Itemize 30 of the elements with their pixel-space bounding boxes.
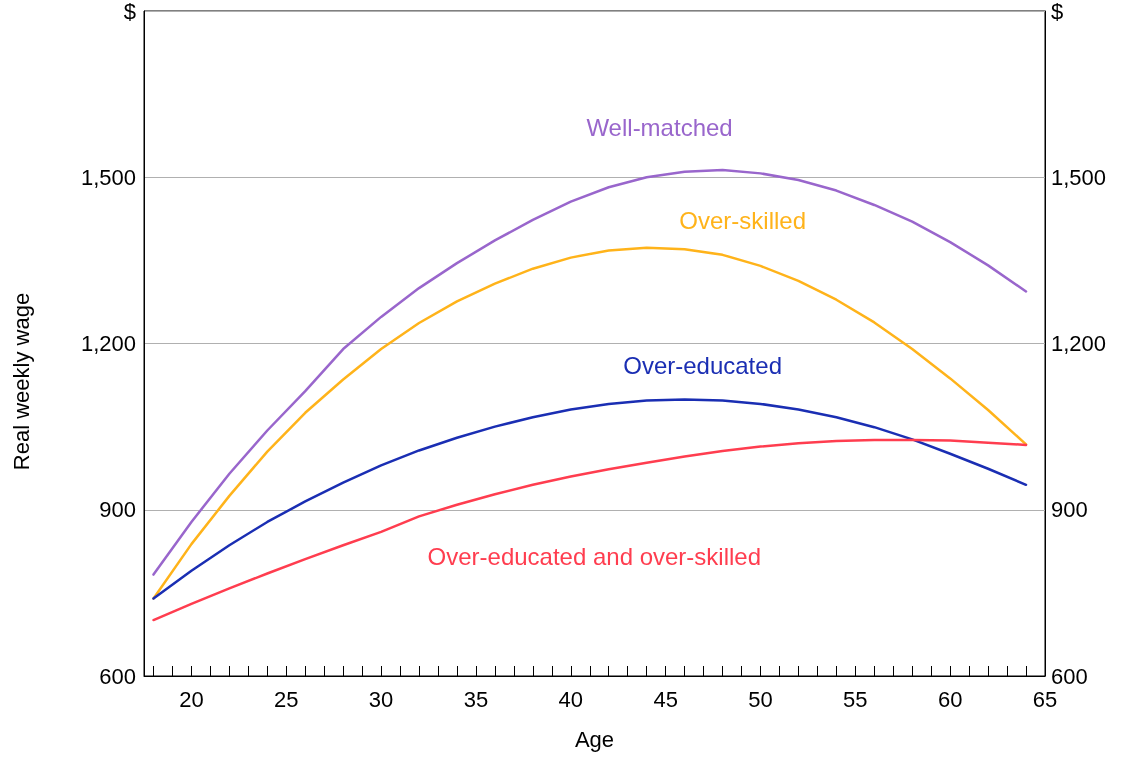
x-tick-label: 55 <box>843 686 868 712</box>
x-tick-label: 30 <box>368 686 394 712</box>
x-tick-label: 40 <box>558 686 584 712</box>
y-tick-label: 900 <box>99 497 136 523</box>
y2-tick-label: 900 <box>1051 497 1088 523</box>
x-tick-label: 45 <box>653 686 678 712</box>
x-axis-title: Age <box>574 726 615 752</box>
y-tick-label: 600 <box>99 663 136 689</box>
y-tick-label: $ <box>123 0 136 24</box>
y2-tick-label: 1,200 <box>1051 331 1107 356</box>
series-label: Over-educated and over-skilled <box>427 543 762 571</box>
line-series <box>152 438 1028 622</box>
y-axis-title: Real weekly wage <box>8 292 34 471</box>
series-label: Over-educated <box>623 351 782 379</box>
line-series <box>152 398 1028 600</box>
y2-tick-label: $ <box>1051 0 1064 24</box>
y-tick-label: 1,200 <box>80 331 136 356</box>
x-tick-label: 25 <box>274 686 299 712</box>
y2-tick-label: 1,500 <box>1051 164 1107 190</box>
line-series <box>152 168 1028 576</box>
x-tick-label: 35 <box>463 686 489 712</box>
x-tick-label: 50 <box>748 686 773 712</box>
x-tick-label: 60 <box>937 686 963 712</box>
line-series <box>152 246 1028 600</box>
series-label: Well-matched <box>586 113 733 141</box>
x-tick-label: 20 <box>179 686 204 712</box>
y-tick-label: 1,500 <box>80 164 136 190</box>
x-tick-label: 65 <box>1032 686 1058 712</box>
y2-tick-label: 600 <box>1051 663 1088 689</box>
series-label: Over-skilled <box>679 207 807 235</box>
